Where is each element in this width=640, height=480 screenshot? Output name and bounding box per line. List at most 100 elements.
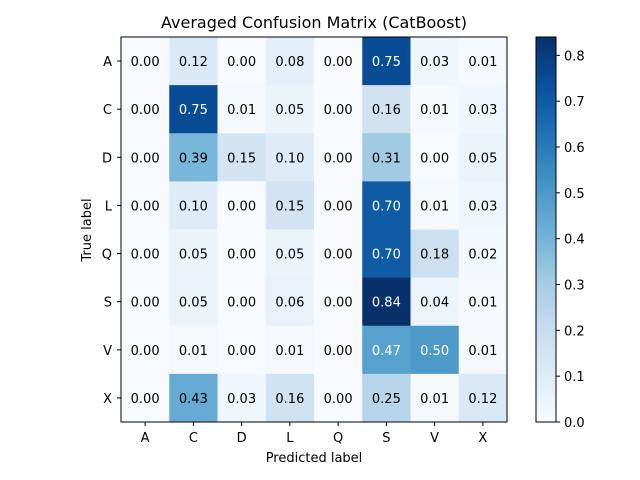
cell-value-label: 0.16 (372, 103, 401, 118)
heatmap-cell (362, 37, 411, 86)
cell-value-label: 0.01 (468, 296, 497, 311)
cell-value-label: 0.00 (324, 55, 353, 70)
cell-value-label: 0.15 (227, 151, 256, 166)
heatmap-cell (458, 373, 508, 423)
cell-value-label: 0.05 (275, 248, 304, 263)
cell-value-label: 0.03 (227, 392, 256, 407)
cell-value-label: 0.00 (324, 103, 353, 118)
heatmap-cell (458, 37, 508, 86)
heatmap-cell (265, 325, 315, 375)
heatmap-cell (410, 277, 460, 327)
cell-value-label: 0.15 (275, 199, 304, 214)
cell-value-label: 0.00 (324, 392, 353, 407)
heatmap-cell (314, 133, 363, 182)
cell-value-label: 0.00 (131, 296, 160, 311)
heatmap-cell (314, 325, 363, 375)
cell-value-label: 0.00 (131, 151, 160, 166)
heatmap-cell (410, 229, 460, 279)
heatmap-cell (217, 133, 267, 182)
cell-value-label: 0.70 (372, 199, 401, 214)
x-tick-label: X (478, 431, 487, 446)
heatmap-cell (314, 277, 363, 327)
x-axis-label: Predicted label (266, 451, 363, 466)
y-tick-label: C (103, 103, 112, 118)
heatmap-cell (121, 37, 170, 86)
cell-value-label: 0.03 (420, 55, 449, 70)
y-tick-label: S (104, 296, 112, 311)
heatmap-cell (217, 373, 267, 423)
heatmap-cell (362, 373, 411, 423)
cell-value-label: 0.03 (468, 103, 497, 118)
heatmap-cell (265, 277, 315, 327)
heatmap-cell (458, 85, 508, 134)
y-tick-label: Q (102, 248, 112, 263)
y-tick-label: V (103, 344, 112, 359)
heatmap-cell (217, 277, 267, 327)
cell-value-label: 0.00 (227, 55, 256, 70)
colorbar-tick-label: 0.8 (564, 49, 585, 64)
heatmap-cell (169, 181, 218, 230)
heatmap-cell (314, 373, 363, 423)
cell-value-label: 0.00 (131, 344, 160, 359)
cell-value-label: 0.43 (179, 392, 208, 407)
cell-value-label: 0.01 (420, 199, 449, 214)
cell-value-label: 0.47 (372, 344, 401, 359)
heatmap-cell (458, 325, 508, 375)
cell-value-label: 0.00 (227, 199, 256, 214)
heatmap-cell (121, 133, 170, 182)
cell-value-label: 0.16 (275, 392, 304, 407)
cell-value-label: 0.12 (179, 55, 208, 70)
colorbar-ticks: 0.0 0.1 0.2 0.3 0.4 0.5 0.6 0.7 0.8 (556, 49, 585, 431)
heatmap-cell (314, 37, 363, 86)
heatmap-cell (121, 373, 170, 423)
cell-value-label: 0.00 (131, 392, 160, 407)
heatmap-cell (169, 85, 218, 134)
colorbar (535, 36, 557, 423)
cell-value-label: 0.00 (131, 103, 160, 118)
cell-value-label: 0.01 (420, 392, 449, 407)
heatmap-cell (410, 85, 460, 134)
heatmap-cell (121, 277, 170, 327)
cell-value-label: 0.12 (468, 392, 497, 407)
heatmap-cell (265, 85, 315, 134)
colorbar-tick-label: 0.3 (564, 279, 585, 294)
heatmap-cell (314, 181, 363, 230)
y-axis-ticks: A C D L Q S V X (102, 55, 121, 407)
y-tick-label: X (103, 392, 112, 407)
heatmap-cell (121, 85, 170, 134)
heatmap-cell (362, 85, 411, 134)
cell-value-label: 0.04 (420, 296, 449, 311)
heatmap-cell (217, 181, 267, 230)
cell-value-label: 0.31 (372, 151, 401, 166)
heatmap-cell (362, 181, 411, 230)
heatmap-cell (169, 133, 218, 182)
cell-value-label: 0.39 (179, 151, 208, 166)
heatmap-cell (362, 325, 411, 375)
x-tick-label: L (286, 431, 294, 446)
cell-value-label: 0.00 (227, 296, 256, 311)
heatmap-cell (121, 229, 170, 279)
heatmap-cell (121, 181, 170, 230)
cell-value-label: 0.03 (468, 199, 497, 214)
x-tick-label: C (189, 431, 198, 446)
cell-value-label: 0.00 (324, 344, 353, 359)
heatmap-cell (458, 277, 508, 327)
plot-frame (120, 36, 508, 423)
heatmap-cell (265, 181, 315, 230)
cell-value-label: 0.00 (227, 248, 256, 263)
heatmap-cell (169, 277, 218, 327)
heatmap-cell (410, 37, 460, 86)
heatmap-cell (362, 133, 411, 182)
y-tick-label: D (102, 151, 112, 166)
heatmap-cell (217, 325, 267, 375)
cell-value-label: 0.25 (372, 392, 401, 407)
colorbar-tick-label: 0.5 (564, 187, 585, 202)
colorbar-tick-label: 0.4 (564, 233, 585, 248)
heatmap-cell (410, 133, 460, 182)
x-tick-label: A (141, 431, 150, 446)
cell-value-label: 0.00 (324, 296, 353, 311)
cell-value-label: 0.00 (131, 248, 160, 263)
cell-value-label: 0.01 (420, 103, 449, 118)
cell-value-label: 0.00 (131, 199, 160, 214)
